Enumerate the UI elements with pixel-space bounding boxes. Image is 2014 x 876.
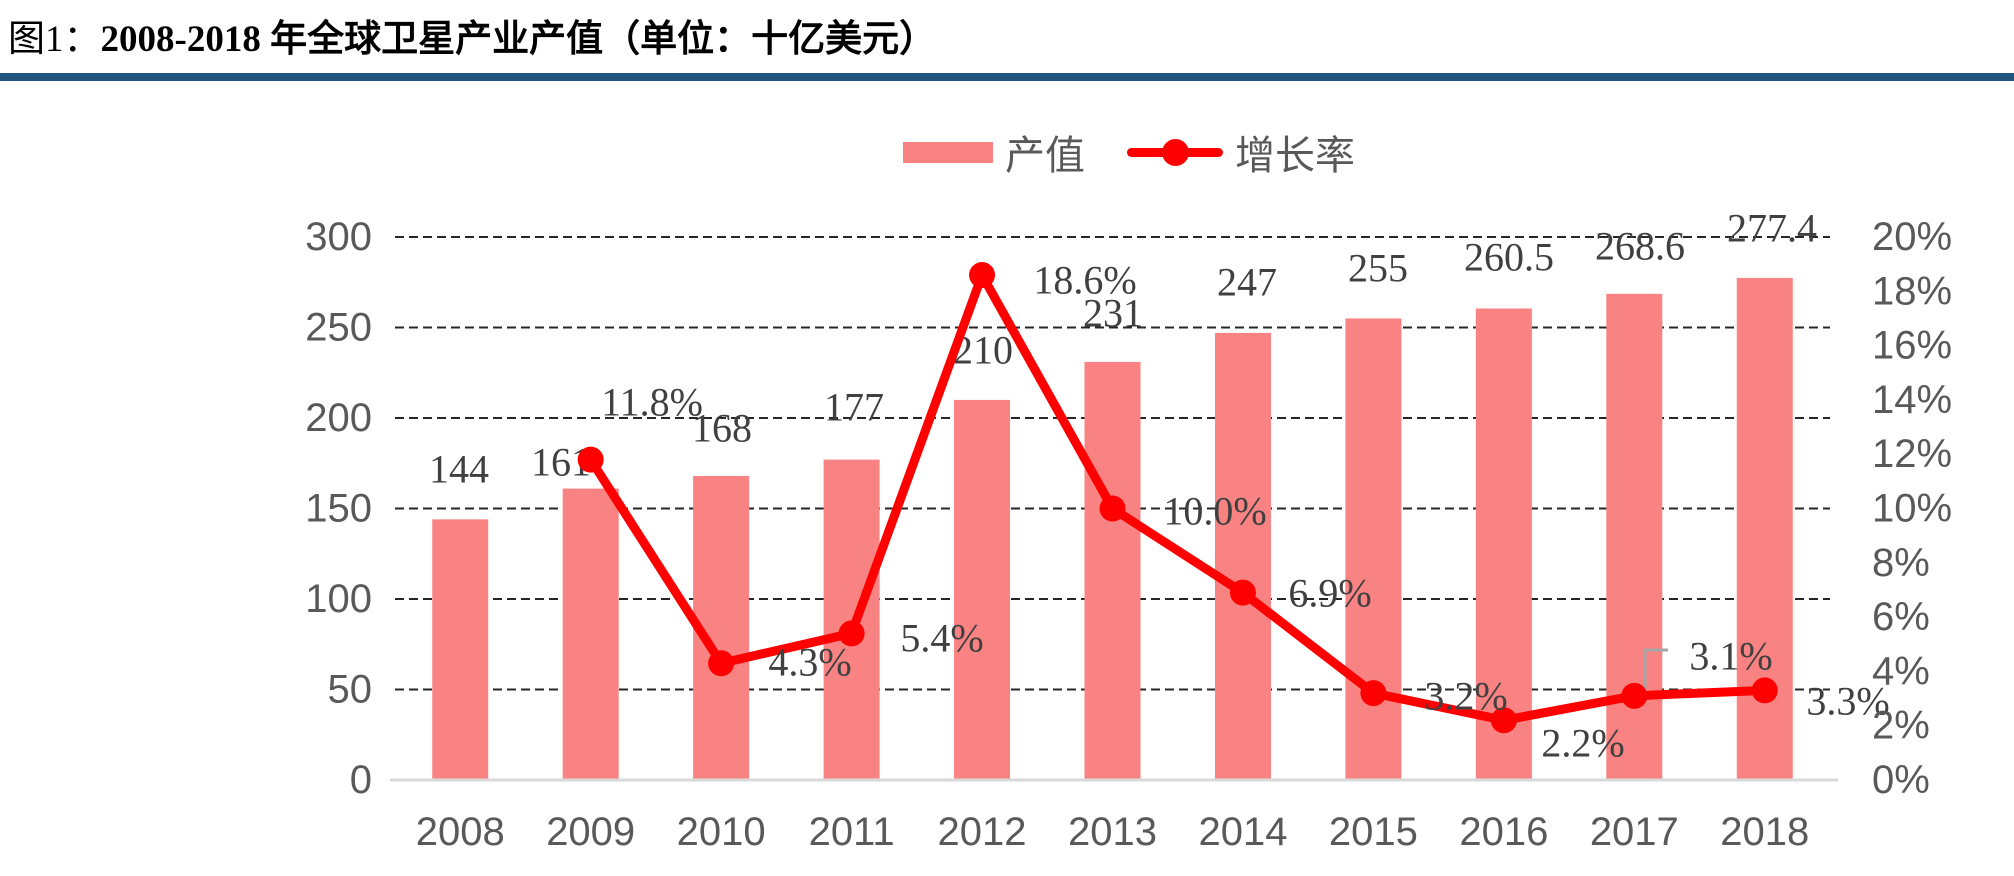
- bar-2014: [1214, 332, 1271, 780]
- bar-2016: [1475, 308, 1532, 780]
- x-axis-label-2016: 2016: [1459, 810, 1548, 854]
- legend-label-output: 产值: [1005, 133, 1085, 178]
- bar-2013: [1084, 361, 1141, 780]
- right-axis-tick-4%: 4%: [1872, 649, 1930, 693]
- growth-label-2010: 4.3%: [768, 640, 851, 685]
- legend-item-growth: 增长率: [1127, 123, 1355, 181]
- growth-label-2013: 10.0%: [1163, 489, 1266, 534]
- chart-legend: 产值 增长率: [903, 130, 1355, 178]
- bar-2015: [1345, 318, 1402, 780]
- growth-point-2013: [1099, 495, 1126, 522]
- right-axis-tick-8%: 8%: [1872, 541, 1930, 585]
- figure-number-label: 图1：: [8, 19, 101, 60]
- bar-2008: [432, 519, 489, 780]
- bar-value-label-2016: 260.5: [1464, 235, 1554, 280]
- bar-value-label-2018: 277.4: [1727, 206, 1817, 251]
- x-axis-label-2015: 2015: [1329, 810, 1418, 854]
- growth-point-2010: [708, 650, 735, 677]
- bar-series-swatch: [903, 141, 993, 163]
- growth-point-2012: [969, 262, 996, 289]
- growth-point-2014: [1229, 579, 1256, 606]
- growth-label-2015: 3.2%: [1424, 674, 1507, 719]
- x-axis-label-2014: 2014: [1198, 810, 1287, 854]
- right-axis-tick-0%: 0%: [1872, 758, 1930, 802]
- growth-rate-line: [586, 270, 1770, 725]
- growth-label-2011: 5.4%: [900, 616, 983, 661]
- growth-point-2017: [1621, 682, 1648, 709]
- right-axis-tick-12%: 12%: [1872, 432, 1952, 476]
- bar-2018: [1736, 277, 1793, 780]
- growth-point-2018: [1751, 677, 1778, 704]
- line-series-swatch: [1127, 138, 1223, 166]
- x-axis-label-2017: 2017: [1590, 810, 1679, 854]
- bar-value-label-2008: 144: [429, 447, 489, 492]
- left-axis-tick-300: 300: [305, 215, 372, 259]
- left-axis-tick-150: 150: [305, 487, 372, 531]
- line-series-point-swatch: [1161, 138, 1189, 166]
- bar-value-label-2011: 177: [824, 385, 884, 430]
- x-axis-label-2009: 2009: [546, 810, 635, 854]
- x-axis-label-2012: 2012: [938, 810, 1027, 854]
- x-axis-label-2008: 2008: [416, 810, 505, 854]
- left-axis-tick-0: 0: [350, 758, 372, 802]
- legend-item-output: 产值: [903, 123, 1085, 181]
- right-axis-tick-2%: 2%: [1872, 704, 1930, 748]
- title-rule: [0, 73, 2014, 81]
- growth-label-2018: 3.3%: [1806, 679, 1889, 724]
- left-axis-tick-50: 50: [328, 668, 373, 712]
- growth-point-2015: [1360, 680, 1387, 707]
- x-axis-label-2011: 2011: [809, 810, 895, 854]
- legend-label-growth: 增长率: [1235, 133, 1355, 178]
- growth-label-2016: 2.2%: [1541, 721, 1624, 766]
- left-axis-tick-200: 200: [305, 396, 372, 440]
- bar-value-label-2017: 268.6: [1595, 224, 1685, 269]
- figure-title: 2008-2018 年全球卫星产业产值（单位：十亿美元）: [100, 19, 937, 60]
- growth-point-2016: [1490, 707, 1517, 734]
- right-axis-tick-20%: 20%: [1872, 215, 1952, 259]
- right-axis-tick-6%: 6%: [1872, 595, 1930, 639]
- bar-value-label-2015: 255: [1348, 246, 1408, 291]
- growth-label-2009: 11.8%: [601, 380, 703, 425]
- right-axis-tick-16%: 16%: [1872, 324, 1952, 368]
- bar-value-label-2010: 168: [692, 406, 752, 451]
- growth-point-2009: [577, 446, 604, 473]
- x-axis-label-2013: 2013: [1068, 810, 1157, 854]
- figure-title-row: 图1：2008-2018 年全球卫星产业产值（单位：十亿美元）: [8, 8, 936, 62]
- x-axis-label-2010: 2010: [677, 810, 766, 854]
- x-axis-label-2018: 2018: [1720, 810, 1809, 854]
- bar-2009: [562, 488, 619, 780]
- label-leader-line: [1643, 648, 1668, 700]
- bar-value-label-2014: 247: [1217, 260, 1277, 305]
- right-axis-tick-14%: 14%: [1872, 378, 1952, 422]
- left-axis-tick-100: 100: [305, 577, 372, 621]
- growth-label-2012: 18.6%: [1033, 258, 1136, 303]
- bar-2011: [823, 459, 880, 780]
- right-axis-tick-10%: 10%: [1872, 487, 1952, 531]
- right-axis-tick-18%: 18%: [1872, 269, 1952, 313]
- bar-2012: [954, 399, 1011, 780]
- growth-label-2017: 3.1%: [1689, 634, 1772, 679]
- growth-point-2011: [838, 620, 865, 647]
- left-axis-tick-250: 250: [305, 306, 372, 350]
- bar-value-label-2013: 231: [1083, 291, 1143, 336]
- growth-label-2014: 6.9%: [1288, 571, 1371, 616]
